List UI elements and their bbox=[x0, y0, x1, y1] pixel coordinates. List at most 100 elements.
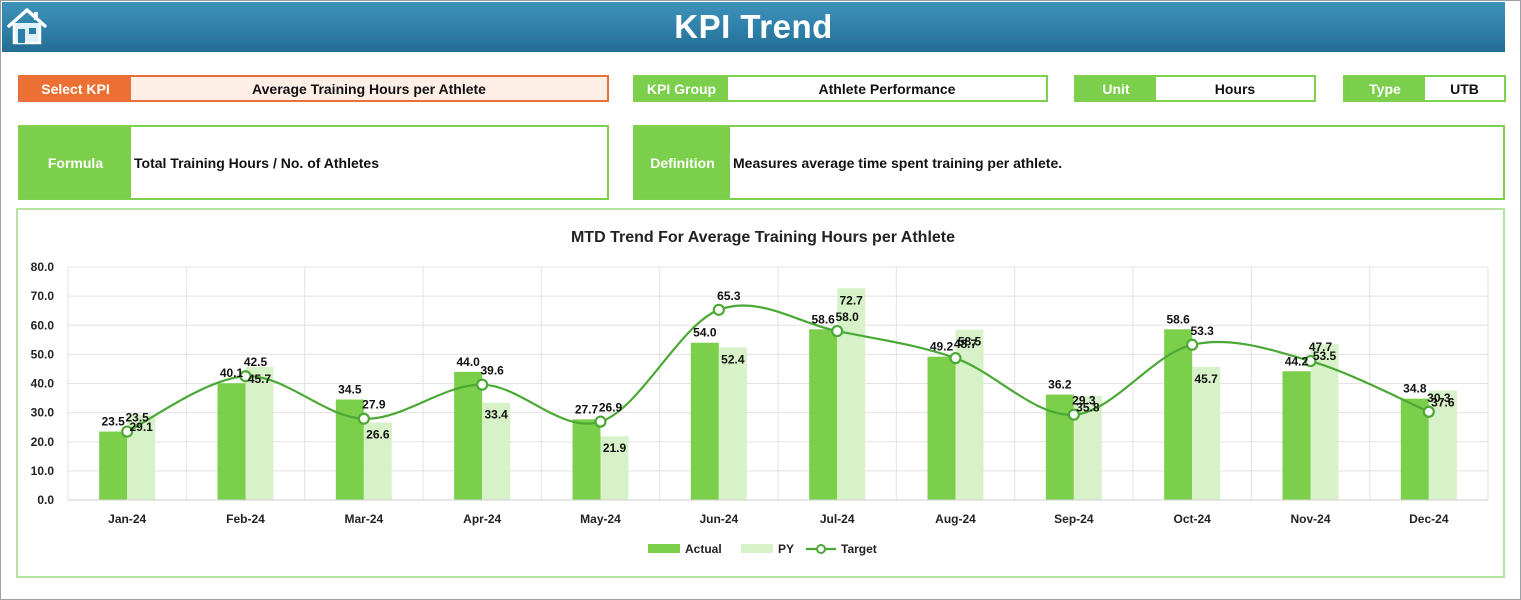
actual-data-label: 58.6 bbox=[1166, 312, 1190, 326]
target-point bbox=[712, 303, 725, 316]
py-bar bbox=[600, 436, 629, 500]
type-value: UTB bbox=[1450, 80, 1479, 97]
x-tick-label: Nov-24 bbox=[1290, 512, 1330, 526]
home-icon[interactable] bbox=[6, 6, 48, 46]
target-point bbox=[1067, 408, 1080, 421]
target-data-label: 58.0 bbox=[835, 310, 859, 324]
actual-bar bbox=[99, 431, 128, 500]
target-data-label: 29.3 bbox=[1072, 394, 1096, 408]
py-data-label: 52.4 bbox=[721, 352, 745, 366]
actual-bar bbox=[1282, 371, 1311, 500]
py-data-label: 29.1 bbox=[129, 420, 153, 434]
x-tick-label: Jan-24 bbox=[108, 512, 146, 526]
actual-data-label: 27.7 bbox=[575, 402, 599, 416]
actual-data-label: 36.2 bbox=[1048, 378, 1072, 392]
actual-data-label: 49.2 bbox=[930, 340, 954, 354]
py-bar bbox=[363, 422, 392, 500]
py-data-label: 33.4 bbox=[484, 408, 508, 422]
x-tick-label: Aug-24 bbox=[935, 512, 976, 526]
py-bar bbox=[837, 288, 866, 500]
target-line bbox=[126, 304, 1430, 433]
type-label: Type bbox=[1345, 77, 1425, 100]
target-point bbox=[1422, 405, 1435, 418]
target-point bbox=[949, 352, 962, 365]
actual-data-label: 40.1 bbox=[220, 366, 244, 380]
kpi-group-label: KPI Group bbox=[635, 77, 728, 100]
legend-py-label: PY bbox=[778, 542, 794, 556]
target-data-label: 27.9 bbox=[362, 398, 386, 412]
actual-data-label: 44.0 bbox=[456, 355, 480, 369]
target-data-label: 30.3 bbox=[1427, 391, 1451, 405]
mtd-trend-chart-panel: MTD Trend For Average Training Hours per… bbox=[16, 208, 1505, 578]
chart-title: MTD Trend For Average Training Hours per… bbox=[571, 229, 955, 246]
type-field: Type UTB bbox=[1343, 75, 1506, 102]
y-tick-label: 70.0 bbox=[31, 289, 55, 303]
py-bar bbox=[718, 347, 747, 500]
mtd-trend-chart: MTD Trend For Average Training Hours per… bbox=[31, 229, 1489, 556]
target-data-label: 26.9 bbox=[599, 401, 623, 415]
actual-bar bbox=[809, 329, 838, 500]
select-kpi-label: Select KPI bbox=[20, 77, 131, 100]
target-data-label: 47.7 bbox=[1309, 340, 1333, 354]
x-tick-label: Dec-24 bbox=[1409, 512, 1449, 526]
x-tick-label: Jul-24 bbox=[820, 512, 855, 526]
kpi-group-value: Athlete Performance bbox=[818, 80, 956, 97]
py-data-label: 45.7 bbox=[1194, 372, 1218, 386]
kpi-group-field: KPI Group Athlete Performance bbox=[633, 75, 1048, 102]
y-tick-label: 50.0 bbox=[31, 347, 55, 361]
py-bar bbox=[1192, 366, 1221, 500]
definition-label: Definition bbox=[635, 127, 730, 198]
y-tick-label: 20.0 bbox=[31, 435, 55, 449]
py-data-label: 35.8 bbox=[1076, 401, 1100, 415]
actual-data-label: 34.8 bbox=[1403, 382, 1427, 396]
actual-data-label: 54.0 bbox=[693, 326, 717, 340]
actual-data-label: 34.5 bbox=[338, 383, 362, 397]
actual-data-label: 58.6 bbox=[811, 312, 835, 326]
actual-bar bbox=[690, 342, 719, 500]
legend-py-swatch bbox=[741, 544, 773, 553]
x-tick-label: Jun-24 bbox=[699, 512, 738, 526]
target-data-label: 53.3 bbox=[1190, 324, 1214, 338]
actual-data-label: 23.5 bbox=[101, 415, 125, 429]
y-tick-label: 30.0 bbox=[31, 406, 55, 420]
actual-bar bbox=[572, 419, 601, 500]
select-kpi-field[interactable]: Select KPI Average Training Hours per At… bbox=[18, 75, 609, 102]
definition-value: Measures average time spent training per… bbox=[733, 154, 1063, 171]
x-tick-label: Feb-24 bbox=[226, 512, 265, 526]
actual-bar bbox=[1164, 329, 1193, 500]
legend-target-marker bbox=[816, 544, 826, 554]
x-tick-label: Apr-24 bbox=[463, 512, 501, 526]
py-data-label: 58.5 bbox=[958, 335, 982, 349]
target-data-label: 39.6 bbox=[480, 364, 504, 378]
definition-field: Definition Measures average time spent t… bbox=[633, 125, 1505, 200]
py-data-label: 37.6 bbox=[1431, 395, 1455, 409]
target-data-label: 23.5 bbox=[125, 411, 149, 425]
legend-target-label: Target bbox=[841, 542, 877, 556]
target-data-label: 65.3 bbox=[717, 289, 741, 303]
unit-label: Unit bbox=[1076, 77, 1156, 100]
actual-bar bbox=[217, 383, 246, 500]
page-header: KPI Trend bbox=[2, 2, 1505, 52]
page-title: KPI Trend bbox=[674, 8, 833, 45]
legend-actual-swatch bbox=[648, 544, 680, 553]
y-tick-label: 0.0 bbox=[37, 493, 54, 507]
target-point bbox=[594, 415, 607, 428]
legend-actual-label: Actual bbox=[685, 542, 722, 556]
actual-bar bbox=[454, 371, 483, 500]
unit-value: Hours bbox=[1214, 80, 1256, 97]
x-tick-label: Sep-24 bbox=[1054, 512, 1094, 526]
target-data-label: 48.7 bbox=[954, 337, 978, 351]
py-bar bbox=[1310, 344, 1339, 500]
x-tick-label: Oct-24 bbox=[1173, 512, 1211, 526]
py-bar bbox=[245, 366, 274, 500]
target-point bbox=[476, 378, 489, 391]
actual-bar bbox=[927, 356, 956, 500]
target-point bbox=[357, 412, 370, 425]
formula-value: Total Training Hours / No. of Athletes bbox=[134, 154, 380, 171]
py-data-label: 26.6 bbox=[366, 428, 390, 442]
y-tick-label: 10.0 bbox=[31, 464, 55, 478]
select-kpi-value[interactable]: Average Training Hours per Athlete bbox=[131, 77, 607, 100]
target-point bbox=[239, 370, 252, 383]
y-tick-label: 60.0 bbox=[31, 318, 55, 332]
target-point bbox=[121, 425, 134, 438]
